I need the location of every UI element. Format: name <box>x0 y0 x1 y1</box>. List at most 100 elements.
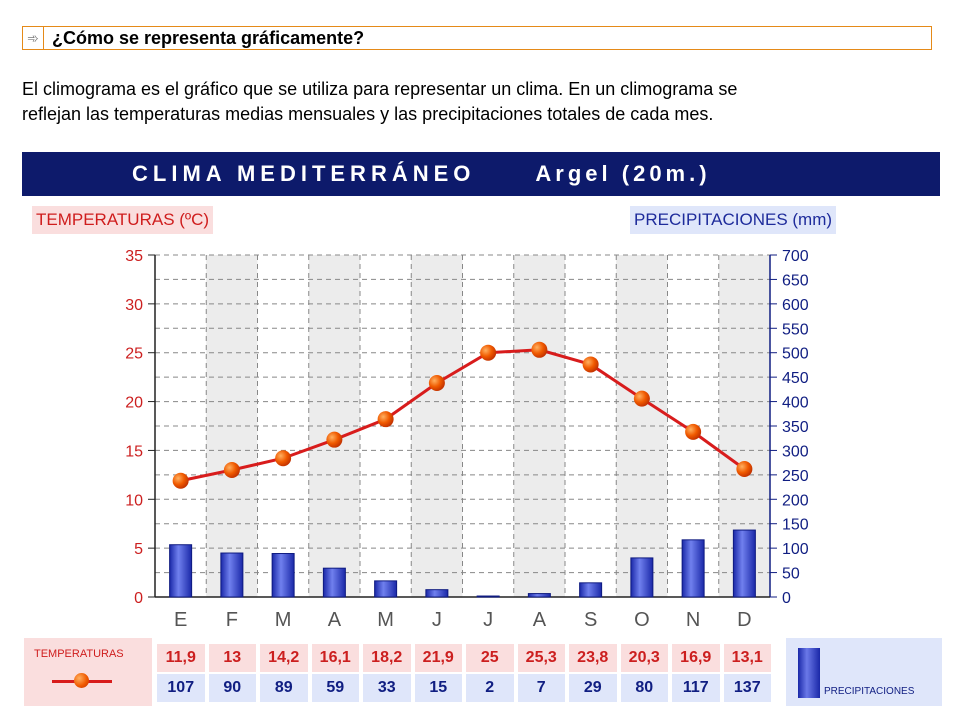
right-tick-label: 500 <box>782 346 809 363</box>
x-tick-label: A <box>328 609 342 631</box>
precipitation-cell: 15 <box>414 674 462 702</box>
intro-line-2: reflejan las temperaturas medias mensual… <box>22 104 714 124</box>
right-tick-label: 150 <box>782 517 809 534</box>
precipitation-cell: 90 <box>208 674 256 702</box>
x-tick-label: J <box>483 609 493 631</box>
temperature-point <box>377 411 394 428</box>
temperature-values-row: 11,9 13 14,2 16,1 18,2 21,9 25 25,3 23,8 20,3 16,9… <box>157 644 771 672</box>
precipitation-cell: 137 <box>723 674 771 702</box>
column-shade <box>513 255 565 597</box>
precipitation-cell: 33 <box>363 674 411 702</box>
left-tick-label: 30 <box>125 297 143 314</box>
temperature-legend-marker <box>74 673 89 688</box>
right-tick-label: 700 <box>782 248 809 265</box>
temperature-point <box>223 461 240 478</box>
x-tick-label: E <box>174 609 187 631</box>
temperature-cell: 11,9 <box>157 644 205 672</box>
precipitation-cell: 117 <box>672 674 720 702</box>
precipitation-legend-bar <box>798 648 820 698</box>
right-tick-label: 200 <box>782 492 809 509</box>
x-tick-label: N <box>686 609 700 631</box>
chart-title: CLIMA MEDITERRÁNEO <box>132 161 476 186</box>
temperature-cell: 14,2 <box>260 644 308 672</box>
right-axis-label: PRECIPITACIONES (mm) <box>630 206 837 234</box>
left-tick-label: 25 <box>125 346 143 363</box>
precipitation-bar <box>579 582 603 598</box>
precipitation-bar <box>220 552 244 598</box>
chart-location: Argel (20m.) <box>535 161 711 186</box>
x-tick-label: F <box>226 609 238 631</box>
temperature-legend: TEMPERATURAS <box>24 638 152 706</box>
precipitation-bar <box>476 595 500 598</box>
left-tick-label: 10 <box>125 492 143 509</box>
temperature-point <box>428 375 445 392</box>
precipitation-legend: PRECIPITACIONES <box>786 638 942 706</box>
x-tick-label: A <box>533 609 547 631</box>
data-table: 11,9 13 14,2 16,1 18,2 21,9 25 25,3 23,8 20,3 16,9… <box>153 642 775 704</box>
temperature-legend-label: TEMPERATURAS <box>34 648 124 660</box>
temperature-point <box>275 450 292 467</box>
temperature-point <box>326 431 343 448</box>
precipitation-cell: 7 <box>517 674 565 702</box>
right-tick-label: 350 <box>782 419 809 436</box>
temperature-cell: 25 <box>466 644 514 672</box>
precipitation-legend-label: PRECIPITACIONES <box>824 686 915 697</box>
temperature-cell: 20,3 <box>620 644 668 672</box>
x-tick-label: O <box>634 609 650 631</box>
precipitation-cell: 80 <box>620 674 668 702</box>
temperature-cell: 16,1 <box>311 644 359 672</box>
right-tick-label: 100 <box>782 541 809 558</box>
precipitation-values-row: 107 90 89 59 33 15 2 7 29 80 117 137 <box>157 674 771 702</box>
precipitation-cell: 59 <box>311 674 359 702</box>
column-shade <box>308 255 360 597</box>
precipitation-bar <box>681 539 705 598</box>
precipitation-cell: 107 <box>157 674 205 702</box>
temperature-cell: 21,9 <box>414 644 462 672</box>
right-tick-label: 450 <box>782 370 809 387</box>
temperature-point <box>531 341 548 358</box>
chart-title-banner: CLIMA MEDITERRÁNEO Argel (20m.) <box>22 152 940 196</box>
temperature-point <box>582 356 599 373</box>
precipitation-bar <box>271 553 295 598</box>
temperature-cell: 13,1 <box>723 644 771 672</box>
precipitation-bar <box>425 589 449 598</box>
precipitation-bar <box>374 580 398 598</box>
section-header: ➾ ¿Cómo se representa gráficamente? <box>22 26 932 50</box>
precipitation-bar <box>322 567 346 598</box>
left-axis-label: TEMPERATURAS (ºC) <box>32 206 214 234</box>
section-title: ¿Cómo se representa gráficamente? <box>52 27 365 48</box>
arrow-right-icon: ➾ <box>23 27 44 49</box>
left-tick-label: 15 <box>125 443 143 460</box>
temperature-point <box>172 472 189 489</box>
right-tick-label: 650 <box>782 272 809 289</box>
right-tick-label: 0 <box>782 590 791 607</box>
intro-line-1: El climograma es el gráfico que se utili… <box>22 79 738 99</box>
right-tick-label: 400 <box>782 395 809 412</box>
left-tick-label: 35 <box>125 248 143 265</box>
temperature-cell: 13 <box>208 644 256 672</box>
x-tick-label: J <box>432 609 442 631</box>
right-tick-label: 600 <box>782 297 809 314</box>
intro-text: El climograma es el gráfico que se utili… <box>22 77 942 127</box>
precipitation-bar <box>527 593 551 598</box>
right-tick-label: 250 <box>782 468 809 485</box>
precipitation-cell: 2 <box>466 674 514 702</box>
x-tick-label: D <box>737 609 751 631</box>
temperature-point <box>480 344 497 361</box>
x-tick-label: M <box>377 609 394 631</box>
left-tick-label: 0 <box>134 590 143 607</box>
precipitation-bar <box>630 557 654 598</box>
temperature-point <box>736 460 753 477</box>
temperature-cell: 18,2 <box>363 644 411 672</box>
precipitation-cell: 29 <box>569 674 617 702</box>
left-tick-label: 5 <box>134 541 143 558</box>
x-tick-label: S <box>584 609 597 631</box>
right-tick-label: 550 <box>782 321 809 338</box>
left-tick-label: 20 <box>125 395 143 412</box>
precipitation-bar <box>169 544 193 598</box>
temperature-point <box>633 390 650 407</box>
temperature-point <box>685 423 702 440</box>
x-tick-label: M <box>275 609 292 631</box>
right-tick-label: 300 <box>782 443 809 460</box>
